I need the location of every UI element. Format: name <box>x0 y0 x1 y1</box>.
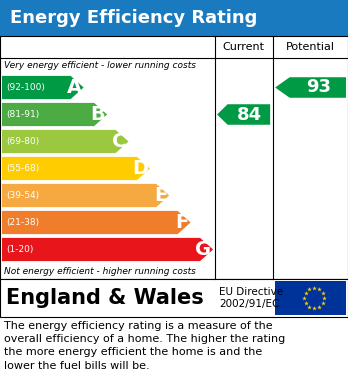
Polygon shape <box>2 76 84 99</box>
Text: F: F <box>175 213 189 232</box>
Text: Current: Current <box>223 42 264 52</box>
Polygon shape <box>2 238 213 261</box>
Text: (1-20): (1-20) <box>6 245 33 254</box>
Text: Energy Efficiency Rating: Energy Efficiency Rating <box>10 9 258 27</box>
Text: 93: 93 <box>306 79 331 97</box>
Text: 84: 84 <box>237 106 262 124</box>
Bar <box>0 36 348 279</box>
Text: EU Directive
2002/91/EC: EU Directive 2002/91/EC <box>219 287 283 309</box>
Text: The energy efficiency rating is a measure of the
overall efficiency of a home. T: The energy efficiency rating is a measur… <box>4 321 285 371</box>
Text: C: C <box>112 132 127 151</box>
Bar <box>0 0 348 36</box>
Text: (39-54): (39-54) <box>6 191 39 200</box>
Text: G: G <box>195 240 211 259</box>
Polygon shape <box>275 77 346 98</box>
Text: A: A <box>66 78 81 97</box>
Text: (92-100): (92-100) <box>6 83 45 92</box>
Text: Not energy efficient - higher running costs: Not energy efficient - higher running co… <box>4 267 196 276</box>
Polygon shape <box>2 157 150 180</box>
Text: (81-91): (81-91) <box>6 110 39 119</box>
Text: Very energy efficient - lower running costs: Very energy efficient - lower running co… <box>4 61 196 70</box>
Text: E: E <box>154 186 167 205</box>
Text: Potential: Potential <box>286 42 335 52</box>
Polygon shape <box>2 211 191 234</box>
Text: B: B <box>90 105 105 124</box>
Text: (55-68): (55-68) <box>6 164 39 173</box>
Text: England & Wales: England & Wales <box>6 288 204 308</box>
Polygon shape <box>2 103 107 126</box>
Text: (21-38): (21-38) <box>6 218 39 227</box>
Text: (69-80): (69-80) <box>6 137 39 146</box>
Bar <box>275 281 346 315</box>
Polygon shape <box>2 130 128 153</box>
Polygon shape <box>2 184 169 207</box>
Polygon shape <box>217 104 270 125</box>
Text: D: D <box>132 159 148 178</box>
Bar <box>0 279 348 317</box>
